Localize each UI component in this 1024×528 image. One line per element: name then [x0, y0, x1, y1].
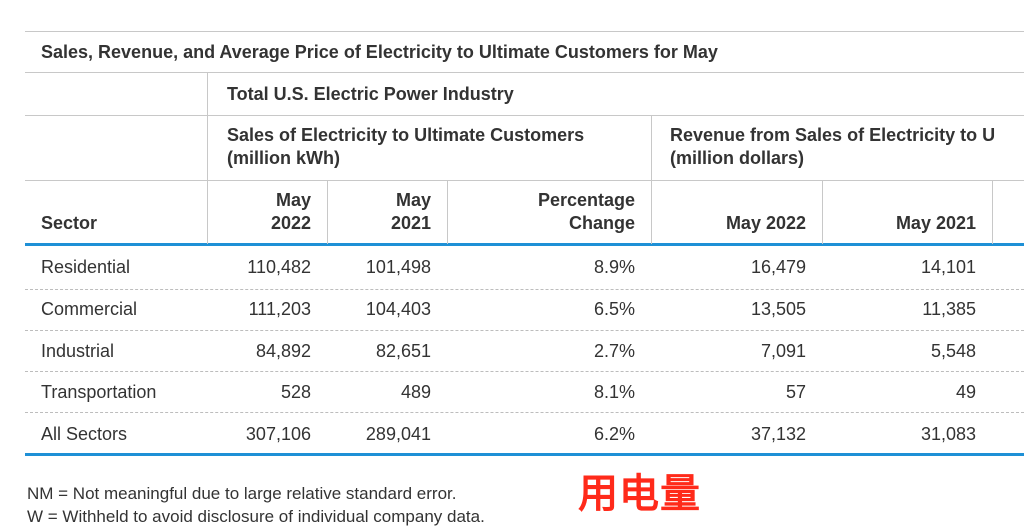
- sales-header-line2: (million kWh): [227, 148, 340, 168]
- row-may2021: 104,403: [365, 299, 431, 319]
- col-header-rev2022: May 2022: [725, 213, 806, 233]
- row-pct: 8.1%: [593, 382, 635, 402]
- footnote-w: W = Withheld to avoid disclosure of indi…: [27, 507, 485, 526]
- col-header-rev2021: May 2021: [895, 213, 976, 233]
- row-may2021: 289,041: [365, 424, 431, 444]
- row-rev2021: 31,083: [920, 424, 976, 444]
- row-may2021: 82,651: [375, 341, 431, 361]
- row-rev2021: 49: [955, 382, 976, 402]
- rule-below-group: [25, 115, 1024, 116]
- col-header-pct-change: Percentage Change: [537, 190, 635, 233]
- rule-row-4: [25, 412, 1024, 413]
- col-header-may2021: May 2021: [390, 190, 431, 233]
- sales-header: Sales of Electricity to Ultimate Custome…: [227, 124, 584, 170]
- col-header-sector: Sector: [41, 213, 98, 233]
- row-rev2021: 11,385: [922, 299, 976, 319]
- row-rev2022: 57: [785, 382, 806, 402]
- row-may2022: 84,892: [255, 341, 311, 361]
- row-rev2022: 7,091: [760, 341, 806, 361]
- row-may2022: 528: [280, 382, 311, 402]
- row-may2022: 110,482: [247, 257, 311, 277]
- rule-top: [25, 31, 1024, 32]
- row-rev2021: 14,101: [920, 257, 976, 277]
- vrule-sector: [207, 73, 208, 244]
- vrule-may2021: [447, 181, 448, 244]
- row-rev2022: 37,132: [750, 424, 806, 444]
- rule-below-subgroup: [25, 180, 1024, 181]
- row-pct: 6.5%: [593, 299, 635, 319]
- rule-row-1: [25, 289, 1024, 290]
- row-rev2021: 5,548: [930, 341, 976, 361]
- row-sector: Industrial: [41, 341, 115, 361]
- row-pct: 2.7%: [593, 341, 635, 361]
- revenue-header-line1: Revenue from Sales of Electricity to U: [670, 125, 996, 145]
- rule-row-3: [25, 371, 1024, 372]
- rule-header-bottom: [25, 243, 1024, 246]
- sales-header-line1: Sales of Electricity to Ultimate Custome…: [227, 125, 585, 145]
- vrule-rev2021: [992, 181, 993, 244]
- row-sector: Commercial: [41, 299, 138, 319]
- rule-table-bottom: [25, 453, 1024, 456]
- row-may2021: 101,498: [365, 257, 431, 277]
- row-rev2022: 16,479: [750, 257, 806, 277]
- row-rev2022: 13,505: [750, 299, 806, 319]
- row-pct: 6.2%: [593, 424, 635, 444]
- revenue-header-line2: (million dollars): [670, 148, 805, 168]
- row-sector: Transportation: [41, 382, 157, 402]
- group-header: Total U.S. Electric Power Industry: [227, 84, 514, 104]
- rule-below-title: [25, 72, 1024, 73]
- revenue-header: Revenue from Sales of Electricity to U (…: [670, 124, 995, 170]
- footnote-nm: NM = Not meaningful due to large relativ…: [27, 484, 457, 503]
- row-sector: All Sectors: [41, 424, 128, 444]
- table-title: Sales, Revenue, and Average Price of Ele…: [41, 42, 718, 62]
- vrule-rev2022: [822, 181, 823, 244]
- row-may2022: 111,203: [248, 299, 311, 319]
- row-sector: Residential: [41, 257, 131, 277]
- annotation-label: 用电量: [578, 471, 701, 517]
- row-pct: 8.9%: [593, 257, 635, 277]
- row-may2022: 307,106: [245, 424, 311, 444]
- rule-row-2: [25, 330, 1024, 331]
- vrule-may2022: [327, 181, 328, 244]
- col-header-may2022: May 2022: [270, 190, 311, 233]
- row-may2021: 489: [400, 382, 431, 402]
- vrule-sales-revenue: [651, 116, 652, 244]
